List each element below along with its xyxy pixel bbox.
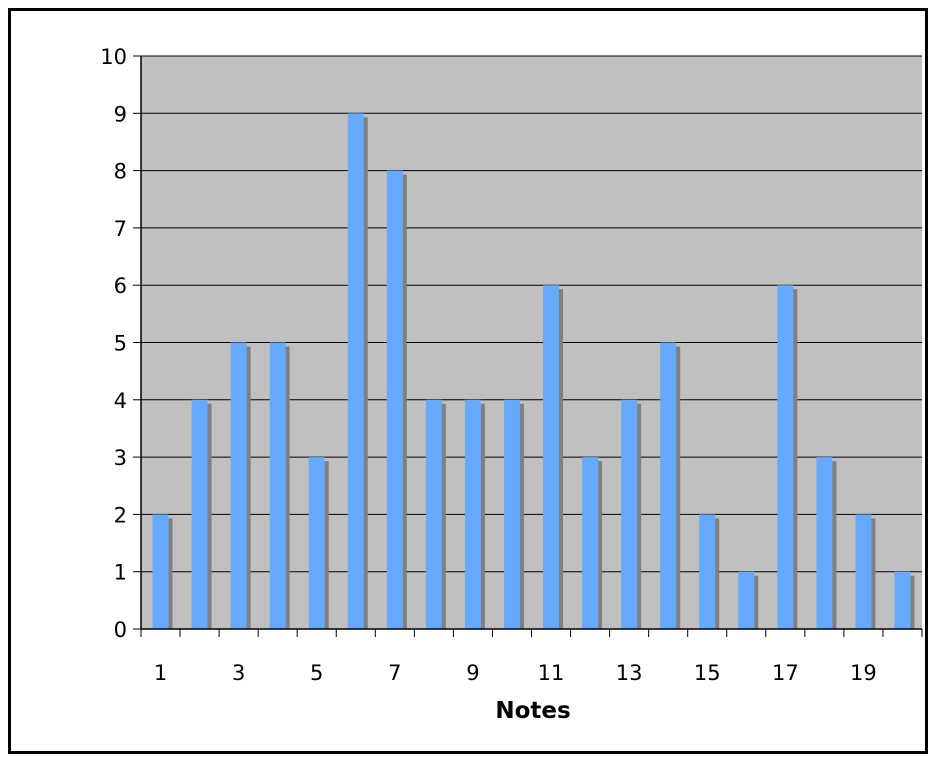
bar-12 — [582, 457, 599, 629]
y-tick-label: 3 — [114, 446, 127, 470]
bar-13 — [621, 399, 638, 629]
x-tick-label: 9 — [466, 661, 479, 685]
bar-1 — [152, 514, 169, 629]
bar-9 — [464, 399, 481, 629]
bar-3 — [230, 342, 247, 629]
x-tick-label: 3 — [232, 661, 245, 685]
y-tick-label: 5 — [114, 332, 127, 356]
x-tick-label: 13 — [616, 661, 643, 685]
x-tick-label: 11 — [538, 661, 565, 685]
x-tick-label: 17 — [772, 661, 799, 685]
x-tick-label: 15 — [694, 661, 721, 685]
bar-20 — [894, 571, 911, 629]
bars — [152, 113, 911, 630]
bar-10 — [503, 399, 520, 629]
x-tick-label: 1 — [154, 661, 167, 685]
y-tick-label: 4 — [114, 389, 127, 413]
bar-16 — [738, 571, 755, 629]
bar-7 — [386, 170, 403, 629]
y-tick-label: 7 — [114, 217, 127, 241]
x-tick-label: 19 — [850, 661, 877, 685]
bar-14 — [660, 342, 677, 629]
y-tick-label: 1 — [114, 561, 127, 585]
y-tick-label: 2 — [114, 503, 127, 527]
bar-6 — [347, 113, 364, 630]
y-tick-label: 0 — [114, 618, 127, 642]
x-tick-label: 7 — [388, 661, 401, 685]
bar-2 — [191, 399, 208, 629]
bar-15 — [699, 514, 716, 629]
bar-5 — [308, 457, 325, 629]
axes — [140, 56, 923, 637]
bar-8 — [425, 399, 442, 629]
y-tick-label: 6 — [114, 274, 127, 298]
bar-4 — [269, 342, 286, 629]
x-tick-label: 5 — [310, 661, 323, 685]
x-axis-title: Notes — [495, 698, 570, 724]
chart-frame: 0 1 2 3 4 5 6 7 8 9 10 1 3 5 7 9 11 13 15 17 19 Notes — [8, 8, 928, 754]
y-tick-labels: 0 1 2 3 4 5 6 7 8 9 10 — [100, 45, 127, 642]
y-tick-label: 10 — [100, 45, 127, 69]
y-tick-label: 9 — [114, 102, 127, 126]
x-tick-labels: 1 3 5 7 9 11 13 15 17 19 — [154, 661, 877, 685]
bar-11 — [543, 285, 560, 629]
bar-17 — [777, 285, 794, 629]
y-tick-label: 8 — [114, 160, 127, 184]
bar-19 — [855, 514, 872, 629]
bar-18 — [816, 457, 833, 629]
